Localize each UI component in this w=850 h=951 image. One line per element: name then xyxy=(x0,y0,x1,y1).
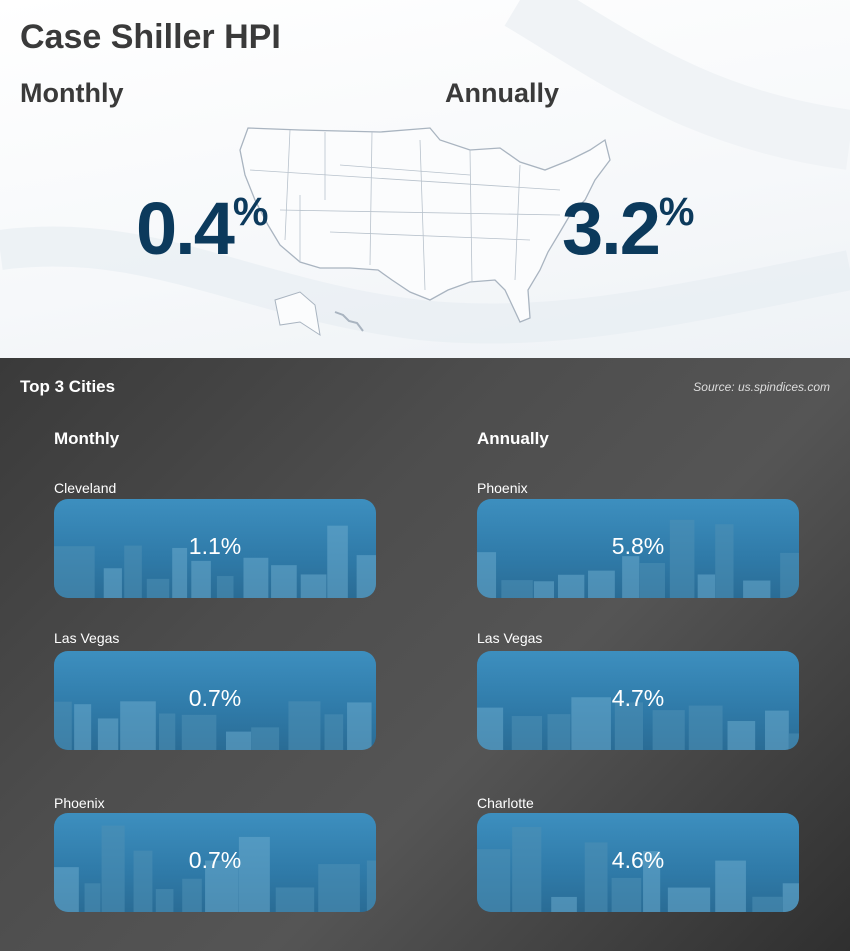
skyline xyxy=(54,701,372,750)
skyline xyxy=(477,827,799,912)
city-change: 4.7% xyxy=(611,685,665,711)
city-change: 1.1% xyxy=(188,533,242,559)
unit: % xyxy=(232,190,269,234)
city-card: 4.7% xyxy=(477,651,799,750)
city-name: Phoenix xyxy=(477,480,528,496)
city-card: 5.8% xyxy=(477,499,799,598)
source: Source: us.spindices.com xyxy=(693,380,830,394)
section-title: Top 3 Cities xyxy=(20,377,116,396)
city-name: Phoenix xyxy=(54,795,105,811)
skyline xyxy=(477,697,799,750)
unit: % xyxy=(658,190,695,234)
us-map xyxy=(239,127,611,337)
city-name: Las Vegas xyxy=(477,630,543,646)
city-name: Cleveland xyxy=(54,480,117,496)
city-card: 1.1% xyxy=(54,499,376,598)
national-section: Case Shiller HPI Monthly Annually 0.4% 3… xyxy=(0,0,850,358)
value: 3.2 xyxy=(562,187,661,270)
annually-heading: Annually xyxy=(445,78,560,108)
cities-section: Top 3 Cities Source: us.spindices.com Mo… xyxy=(0,358,850,951)
column-heading: Monthly xyxy=(54,429,120,448)
annual-value: 3.2% xyxy=(562,186,694,271)
skyline xyxy=(54,825,376,912)
city-card: 0.7% xyxy=(54,813,376,912)
background-waves xyxy=(0,0,850,344)
value: 0.4 xyxy=(136,187,235,270)
title: Case Shiller HPI xyxy=(20,18,281,56)
city-change: 0.7% xyxy=(188,847,242,873)
city-name: Charlotte xyxy=(477,795,534,811)
city-name: Las Vegas xyxy=(54,630,120,646)
skyline xyxy=(54,525,376,598)
column-heading: Annually xyxy=(477,429,549,448)
city-card: 4.6% xyxy=(477,813,799,912)
monthly-value: 0.4% xyxy=(136,186,268,271)
city-change: 4.6% xyxy=(611,847,665,873)
city-change: 0.7% xyxy=(188,685,242,711)
city-card: 0.7% xyxy=(54,651,376,750)
monthly-heading: Monthly xyxy=(20,78,124,108)
skyline xyxy=(477,519,799,598)
city-change: 5.8% xyxy=(611,533,665,559)
